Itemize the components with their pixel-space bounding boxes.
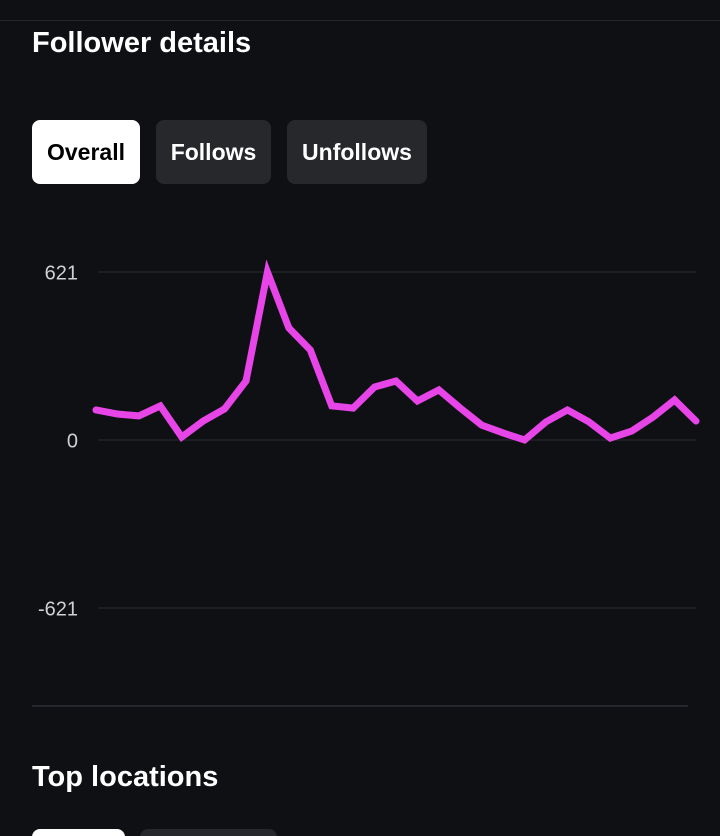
y-tick-label: -621: [38, 598, 78, 620]
y-tick-label: 0: [67, 430, 78, 452]
chart: 621 0 -621: [38, 259, 700, 620]
section-title: Follower details: [32, 27, 252, 59]
data-line: [92, 259, 700, 444]
tab[interactable]: Overall: [32, 120, 140, 184]
y-tick-label: 621: [45, 262, 78, 284]
section-title: Top locations: [32, 761, 219, 793]
tab[interactable]: [140, 829, 277, 836]
tab[interactable]: [32, 829, 125, 836]
separator: [0, 20, 720, 21]
tab[interactable]: Follows: [156, 120, 271, 184]
separator: [32, 705, 688, 707]
tab[interactable]: Unfollows: [287, 120, 427, 184]
